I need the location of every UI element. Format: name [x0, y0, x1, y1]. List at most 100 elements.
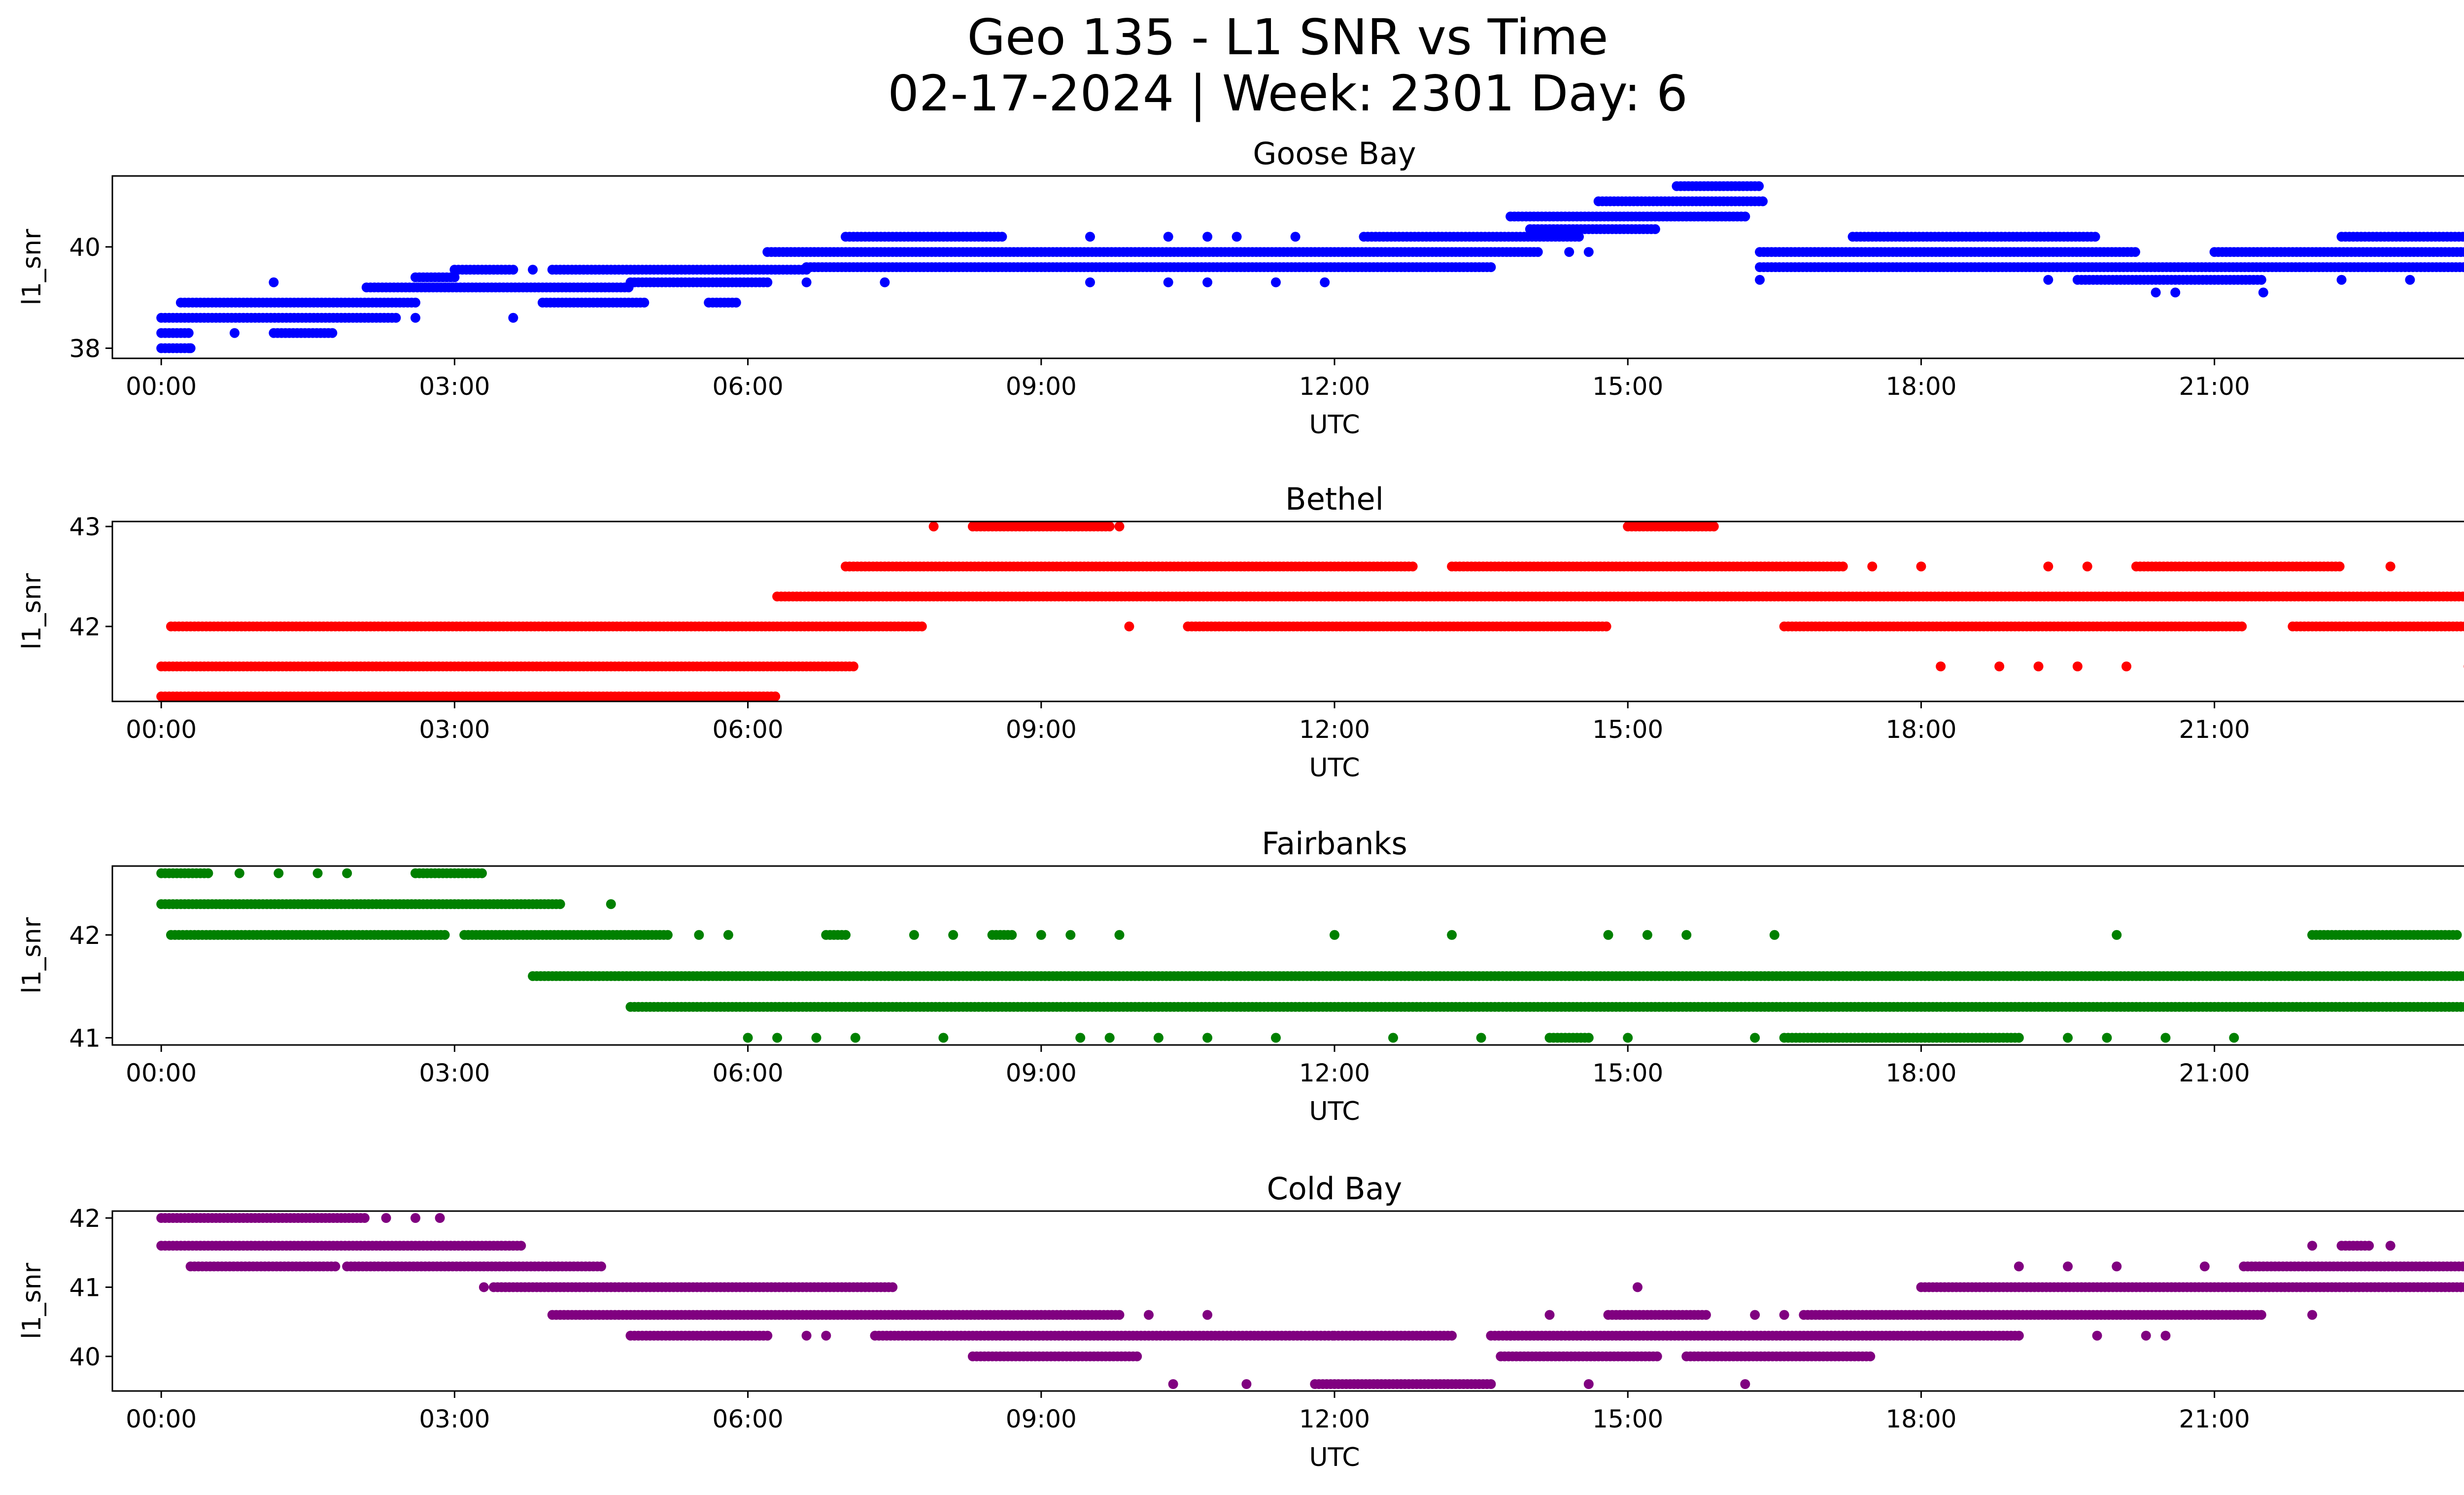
goose-bay-series-run [1359, 232, 1584, 242]
goose-bay-data-point [391, 313, 401, 323]
fairbanks-data-point [1075, 1033, 1086, 1043]
fairbanks-series-run [2307, 930, 2462, 940]
goose-bay-x-tick-label: 06:00 [713, 372, 784, 401]
cold-bay-series-run [156, 1241, 526, 1251]
fairbanks-data-point [1036, 930, 1046, 940]
fairbanks-data-point [1583, 1033, 1594, 1043]
bethel-data-point [2082, 561, 2092, 572]
fairbanks-series-run [459, 930, 673, 940]
goose-bay-data-point [1755, 275, 1765, 285]
goose-bay-data-point [2336, 275, 2347, 285]
bethel-series-run [772, 591, 2464, 602]
fairbanks-data-point [274, 868, 284, 878]
bethel-data-point [1867, 561, 1878, 572]
fairbanks-data-point [2452, 930, 2462, 940]
fairbanks-series-run [528, 971, 2464, 981]
fairbanks-data-point [841, 930, 851, 940]
fairbanks-data-point [1447, 930, 1457, 940]
fairbanks-data-point [772, 1033, 783, 1043]
goose-bay-series-run [1672, 181, 1764, 191]
fairbanks-x-axis-label: UTC [1309, 1097, 1360, 1126]
goose-bay-x-tick-label: 18:00 [1885, 372, 1956, 401]
figure-title-line-1: Geo 135 - L1 SNR vs Time [967, 8, 1608, 66]
goose-bay-data-point [2256, 275, 2266, 285]
bethel-axes-frame [111, 521, 2464, 702]
fairbanks-x-tick-label: 00:00 [126, 1059, 197, 1087]
fairbanks-data-point [1769, 930, 1780, 940]
fairbanks-series-run [625, 1002, 2464, 1012]
goose-bay-data-point [1754, 181, 1764, 191]
bethel-x-tick-label: 09:00 [1006, 715, 1077, 744]
bethel-series-run [2288, 621, 2464, 631]
fairbanks-data-point [1271, 1033, 1281, 1043]
goose-bay-data-point [1163, 232, 1173, 242]
goose-bay-series-run [175, 297, 420, 308]
fairbanks-data-point [1065, 930, 1076, 940]
bethel-series-run [156, 691, 781, 701]
goose-bay-data-point [528, 265, 538, 275]
goose-bay-data-point [2462, 232, 2464, 241]
goose-bay-data-point [1583, 247, 1594, 257]
goose-bay-x-tick-label: 03:00 [419, 372, 490, 401]
bethel-x-tick-label: 15:00 [1592, 715, 1663, 744]
bethel-y-tick-label: 42 [69, 613, 101, 641]
bethel-series-run [1623, 522, 1719, 532]
fairbanks-x-tick-label: 15:00 [1592, 1059, 1663, 1087]
bethel-data-point [1709, 522, 1719, 532]
goose-bay-series-run [1848, 232, 2100, 242]
goose-bay-data-point [411, 313, 420, 323]
goose-bay-x-tick-label: 00:00 [126, 372, 197, 401]
goose-bay-data-point [269, 277, 279, 287]
fairbanks-data-point [811, 1033, 821, 1043]
fairbanks-x-tick-label: 21:00 [2179, 1059, 2250, 1087]
goose-bay-series-run [2336, 232, 2464, 242]
bethel-data-point [1916, 561, 1926, 572]
bethel-series-run [967, 522, 1115, 532]
goose-bay-data-point [731, 297, 741, 308]
goose-bay-data-point [1650, 224, 1660, 234]
goose-bay-series-run [1593, 196, 1768, 207]
goose-bay-data-point [1085, 277, 1095, 287]
fairbanks-data-point [1681, 930, 1692, 940]
fairbanks-data-point [555, 899, 565, 909]
goose-bay-data-point [1564, 247, 1574, 257]
bethel-series-run [2131, 561, 2345, 572]
bethel-y-tick-label: 43 [69, 513, 101, 541]
fairbanks-data-point [1476, 1033, 1486, 1043]
fairbanks-data-point [440, 930, 450, 940]
fairbanks-x-tick-label: 06:00 [713, 1059, 784, 1087]
goose-bay-y-axis-label: l1_snr [17, 229, 47, 306]
goose-bay-data-point [2463, 264, 2464, 271]
goose-bay-data-point [2459, 262, 2464, 272]
fairbanks-axes-frame [111, 865, 2464, 1046]
goose-bay-data-point [183, 328, 194, 338]
fairbanks-data-point [662, 930, 673, 940]
bethel-data-point [2033, 661, 2044, 671]
goose-bay-series-run [801, 262, 1496, 272]
fairbanks-isolated-points [234, 868, 2239, 1043]
cold-bay-series-run [156, 1213, 370, 1223]
bethel-data-point [1994, 661, 2005, 671]
goose-bay-data-point [508, 265, 518, 275]
goose-bay-data-point [2405, 275, 2415, 285]
fairbanks-y-tick-label: 42 [69, 921, 101, 950]
goose-bay-data-point [1740, 211, 1750, 222]
bethel-data-point [2072, 661, 2083, 671]
goose-bay-data-point [2090, 232, 2100, 242]
cold-bay-series-run [185, 1261, 341, 1272]
fairbanks-series-run [156, 899, 565, 909]
goose-bay-series-run [1525, 224, 1660, 234]
goose-bay-x-axis-label: UTC [1309, 410, 1360, 440]
goose-bay-data-point [1290, 232, 1300, 242]
bethel-data-point [1114, 522, 1125, 532]
fairbanks-series-run [156, 868, 213, 878]
goose-bay-data-point [185, 343, 196, 353]
bethel-series-run [166, 621, 927, 631]
goose-bay-data-point [1533, 247, 1543, 257]
goose-bay-data-point [449, 272, 460, 282]
goose-bay-series-run [449, 265, 518, 275]
goose-bay-series-run [1755, 262, 2464, 272]
goose-bay-data-point [508, 313, 518, 323]
bethel-data-point [1124, 621, 1134, 631]
